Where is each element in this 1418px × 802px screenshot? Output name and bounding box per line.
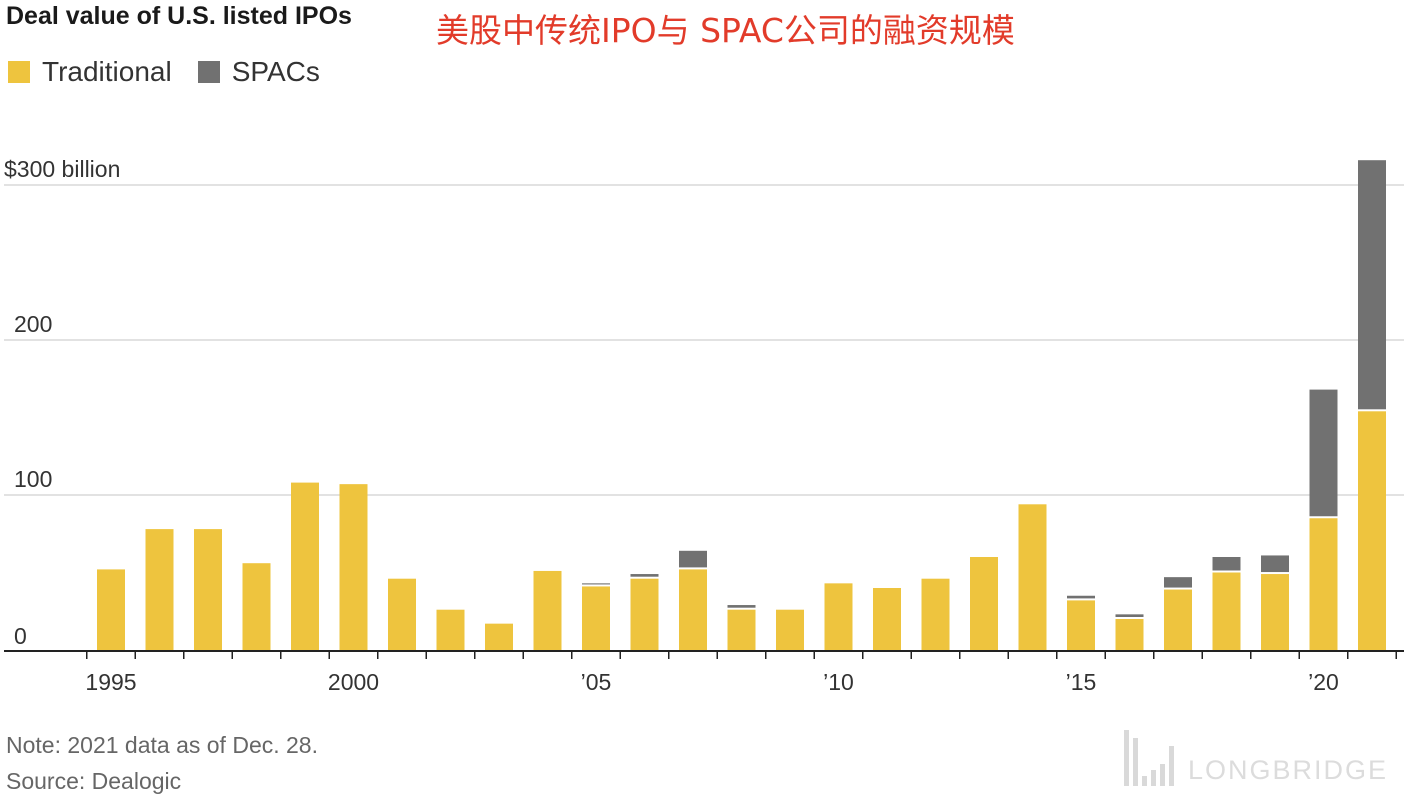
- watermark-text: LONGBRIDGE: [1188, 755, 1389, 785]
- y-tick-label: 0: [14, 623, 27, 649]
- chart-source: Source: Dealogic: [6, 768, 182, 794]
- bar-traditional-2004: [533, 570, 562, 650]
- bar-traditional-2011: [873, 588, 901, 650]
- bar-chart: 0 100 200 $300 billion 1995 2000 ’05 ’10 ’15 ’20: [4, 156, 1404, 695]
- bar-spacs-2007: [679, 550, 707, 568]
- x-tick-label: ’10: [823, 669, 854, 695]
- bar-spacs-2020: [1309, 389, 1338, 517]
- x-tick-label: ’15: [1066, 669, 1097, 695]
- bar-spacs-2016: [1115, 614, 1144, 617]
- bar-traditional-2012: [921, 578, 950, 650]
- bar-traditional-2015: [1067, 600, 1095, 650]
- bar-traditional-2001: [388, 578, 416, 650]
- legend-item-spacs: SPACs: [197, 56, 320, 88]
- bar-spacs-2008: [727, 605, 756, 608]
- bar-traditional-2013: [970, 557, 998, 650]
- x-tick-label: 2000: [328, 669, 379, 695]
- legend-label-spacs: SPACs: [231, 56, 320, 87]
- bar-traditional-1997: [194, 529, 222, 650]
- x-tick-label: ’20: [1308, 669, 1339, 695]
- chart-title-chinese: 美股中传统IPO与 SPAC公司的融资规模: [436, 11, 1015, 50]
- bar-traditional-2016: [1115, 619, 1144, 650]
- bar-traditional-2003: [485, 623, 513, 650]
- bar-spacs-2015: [1067, 595, 1095, 599]
- bar-traditional-2000: [339, 484, 368, 650]
- bar-spacs-2018: [1212, 557, 1241, 571]
- gridlines: 0 100 200 $300 billion: [4, 156, 1404, 649]
- bars: [97, 160, 1386, 650]
- watermark-bars-icon: [1124, 728, 1178, 786]
- y-tick-label: 100: [14, 466, 52, 492]
- bar-traditional-2005: [582, 586, 610, 650]
- watermark-logo: LONGBRIDGE: [1124, 722, 1414, 786]
- bar-traditional-2018: [1212, 572, 1241, 650]
- bar-traditional-2007: [679, 569, 707, 650]
- bar-traditional-2020: [1309, 518, 1338, 650]
- bar-traditional-2006: [630, 578, 659, 650]
- chart-title: Deal value of U.S. listed IPOs: [6, 2, 352, 30]
- legend-item-traditional: Traditional: [8, 56, 172, 88]
- bar-spacs-2021: [1358, 160, 1386, 410]
- bar-traditional-2017: [1164, 589, 1192, 650]
- y-tick-label: $300 billion: [4, 156, 120, 182]
- bar-spacs-2005: [582, 583, 610, 585]
- bar-traditional-2010: [824, 583, 853, 650]
- bar-traditional-2008: [727, 609, 756, 650]
- legend-swatch-traditional: [8, 61, 30, 83]
- x-tick-label: ’05: [581, 669, 612, 695]
- bar-traditional-2019: [1261, 574, 1289, 650]
- bar-traditional-2009: [776, 609, 804, 650]
- x-axis: 1995 2000 ’05 ’10 ’15 ’20: [4, 650, 1404, 695]
- legend-swatch-spacs: [197, 61, 220, 83]
- bar-traditional-2014: [1018, 504, 1047, 650]
- bar-traditional-2021: [1358, 411, 1386, 650]
- bar-spacs-2017: [1164, 577, 1192, 588]
- bar-traditional-2002: [436, 609, 465, 650]
- bar-spacs-2006: [630, 574, 659, 577]
- y-tick-label: 200: [14, 311, 52, 337]
- legend-label-traditional: Traditional: [42, 56, 172, 87]
- bar-traditional-1999: [291, 482, 319, 650]
- chart-note: Note: 2021 data as of Dec. 28.: [6, 732, 318, 758]
- x-tick-label: 1995: [85, 669, 136, 695]
- legend: Traditional SPACs: [8, 56, 346, 88]
- bar-spacs-2019: [1261, 555, 1289, 573]
- bar-traditional-1998: [242, 563, 271, 650]
- bar-traditional-1996: [145, 529, 174, 650]
- bar-traditional-1995: [97, 569, 125, 650]
